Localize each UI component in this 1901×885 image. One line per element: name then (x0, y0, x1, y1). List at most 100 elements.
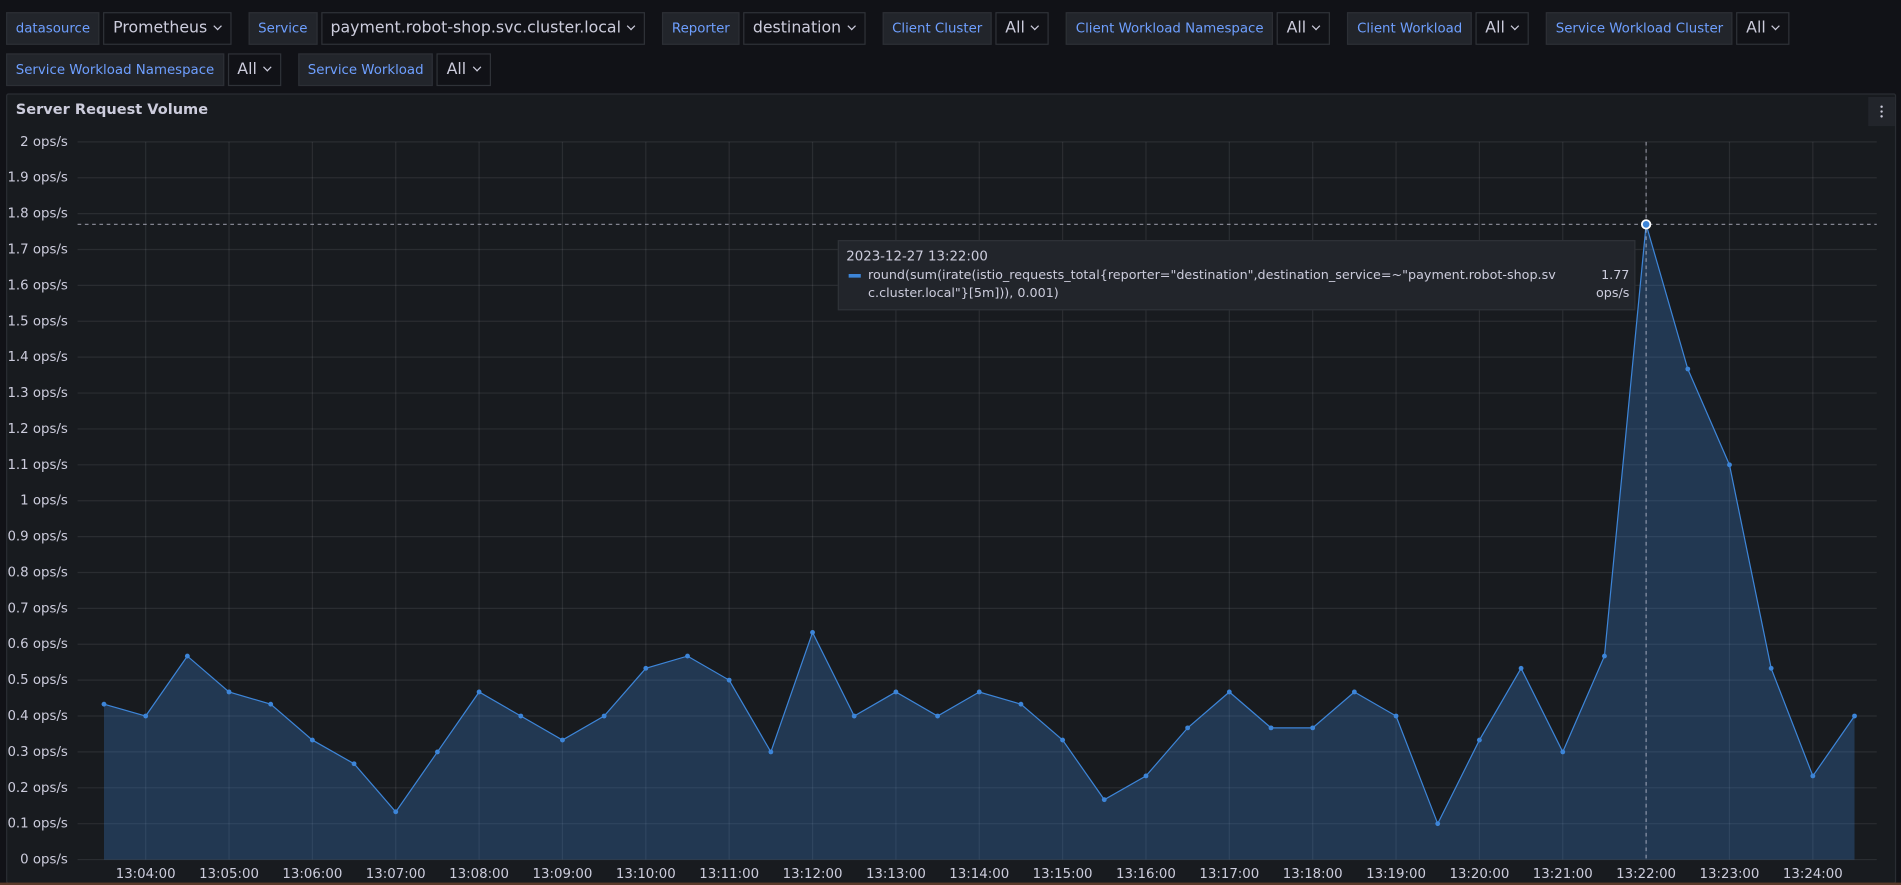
y-tick-label: 0.2 ops/s (7, 781, 67, 796)
data-point (1768, 665, 1774, 671)
data-point (893, 689, 899, 695)
data-point (351, 761, 357, 767)
variable-select[interactable]: All (1276, 12, 1331, 45)
x-tick-label: 13:18:00 (1283, 867, 1343, 882)
y-tick-label: 1.5 ops/s (7, 314, 67, 329)
y-tick-label: 0.9 ops/s (7, 530, 67, 545)
data-point (393, 809, 399, 815)
data-point (268, 701, 274, 707)
variable-label: Client Workload Namespace (1066, 12, 1274, 45)
data-point (726, 677, 732, 683)
variable: datasource Prometheus (6, 12, 232, 45)
panel-menu[interactable] (1868, 96, 1895, 127)
data-point (101, 701, 107, 707)
variable-label: Service Workload Namespace (6, 53, 224, 87)
tooltip-value: 1.77 ops/s (1595, 267, 1630, 301)
variable: Service payment.robot-shop.svc.cluster.lo… (248, 12, 646, 45)
y-tick-label: 1.8 ops/s (7, 207, 67, 222)
variable-label: Reporter (662, 12, 740, 45)
data-point (851, 713, 857, 719)
data-point (1685, 366, 1691, 372)
variable-select[interactable]: All (1736, 12, 1790, 45)
data-point (1810, 773, 1816, 779)
tooltip: 2023-12-27 13:22:00 round(sum(irate(isti… (837, 240, 1636, 311)
y-tick-label: 0.3 ops/s (7, 745, 67, 760)
data-point (1393, 713, 1399, 719)
data-point (643, 665, 649, 671)
variable: Reporter destination (662, 12, 866, 45)
y-tick-label: 0.6 ops/s (7, 637, 67, 652)
x-tick-label: 13:07:00 (366, 867, 426, 882)
y-tick-label: 2 ops/s (20, 135, 68, 150)
variable-select[interactable]: payment.robot-shop.svc.cluster.local (320, 12, 646, 45)
data-point (1727, 462, 1732, 468)
y-tick-label: 1.2 ops/s (7, 422, 67, 437)
data-point (1602, 653, 1607, 659)
y-tick-label: 0.4 ops/s (7, 709, 67, 724)
x-tick-label: 13:15:00 (1033, 867, 1093, 882)
y-tick-label: 0.7 ops/s (7, 601, 67, 616)
variable-select[interactable]: destination (743, 12, 866, 45)
data-point (226, 689, 232, 695)
y-tick-label: 0.5 ops/s (7, 673, 67, 688)
variable-select[interactable]: All (227, 53, 282, 87)
y-tick-label: 1.6 ops/s (7, 278, 67, 293)
data-point (1435, 821, 1441, 827)
data-point (1268, 725, 1274, 731)
data-point (976, 689, 982, 695)
variable-bar: datasource Prometheus Service payment.robot… (6, 12, 1897, 87)
x-tick-label: 13:16:00 (1116, 867, 1176, 882)
data-point (1310, 725, 1316, 731)
data-point (1018, 701, 1024, 707)
y-tick-label: 1 ops/s (20, 494, 68, 509)
data-point (1476, 737, 1482, 743)
x-tick-label: 13:23:00 (1700, 867, 1760, 882)
panel: Server Request Volume (6, 93, 1897, 884)
x-tick-label: 13:21:00 (1533, 867, 1593, 882)
hover-point (1640, 219, 1652, 230)
variable: Service Workload All (298, 53, 491, 87)
data-point (1560, 749, 1566, 755)
variable-label: Client Cluster (882, 12, 992, 45)
data-point (518, 713, 524, 719)
variable-select[interactable]: All (995, 12, 1050, 45)
data-point (476, 689, 482, 695)
y-tick-label: 0.1 ops/s (7, 817, 67, 832)
variable-select[interactable]: All (436, 53, 491, 87)
y-tick-label: 1.3 ops/s (7, 386, 67, 401)
data-point (810, 629, 815, 635)
tooltip-series: round(sum(irate(istio_requests_total{rep… (868, 267, 1556, 301)
y-tick-label: 1.1 ops/s (7, 458, 67, 473)
x-tick-label: 13:10:00 (616, 867, 676, 882)
y-tick-label: 1.4 ops/s (7, 350, 67, 365)
variable-label: datasource (6, 12, 100, 45)
x-tick-label: 13:24:00 (1783, 867, 1843, 882)
variable: Service Workload Cluster All (1546, 12, 1790, 45)
x-tick-label: 13:08:00 (449, 867, 509, 882)
variable-label: Service Workload (298, 53, 434, 87)
x-tick-label: 13:05:00 (199, 867, 259, 882)
y-tick-label: 0 ops/s (20, 853, 68, 868)
variable-select[interactable]: All (1475, 12, 1530, 45)
data-point (1518, 665, 1524, 671)
data-point (1143, 773, 1149, 779)
data-point (184, 653, 190, 659)
data-point (1852, 713, 1857, 719)
data-point (1101, 797, 1107, 803)
y-tick-label: 0.8 ops/s (7, 565, 67, 580)
variable-select[interactable]: Prometheus (103, 12, 232, 45)
variable-label: Service (248, 12, 318, 45)
data-point (685, 653, 690, 659)
x-tick-label: 13:12:00 (783, 867, 843, 882)
x-tick-label: 13:17:00 (1199, 867, 1259, 882)
x-tick-label: 13:20:00 (1449, 867, 1509, 882)
x-tick-label: 13:09:00 (533, 867, 593, 882)
x-tick-label: 13:11:00 (699, 867, 759, 882)
variable: Client Cluster All (882, 12, 1050, 45)
data-point (1185, 725, 1191, 731)
data-point (935, 713, 940, 719)
variable-label: Client Workload (1347, 12, 1472, 45)
y-tick-label: 1.7 ops/s (7, 243, 67, 258)
